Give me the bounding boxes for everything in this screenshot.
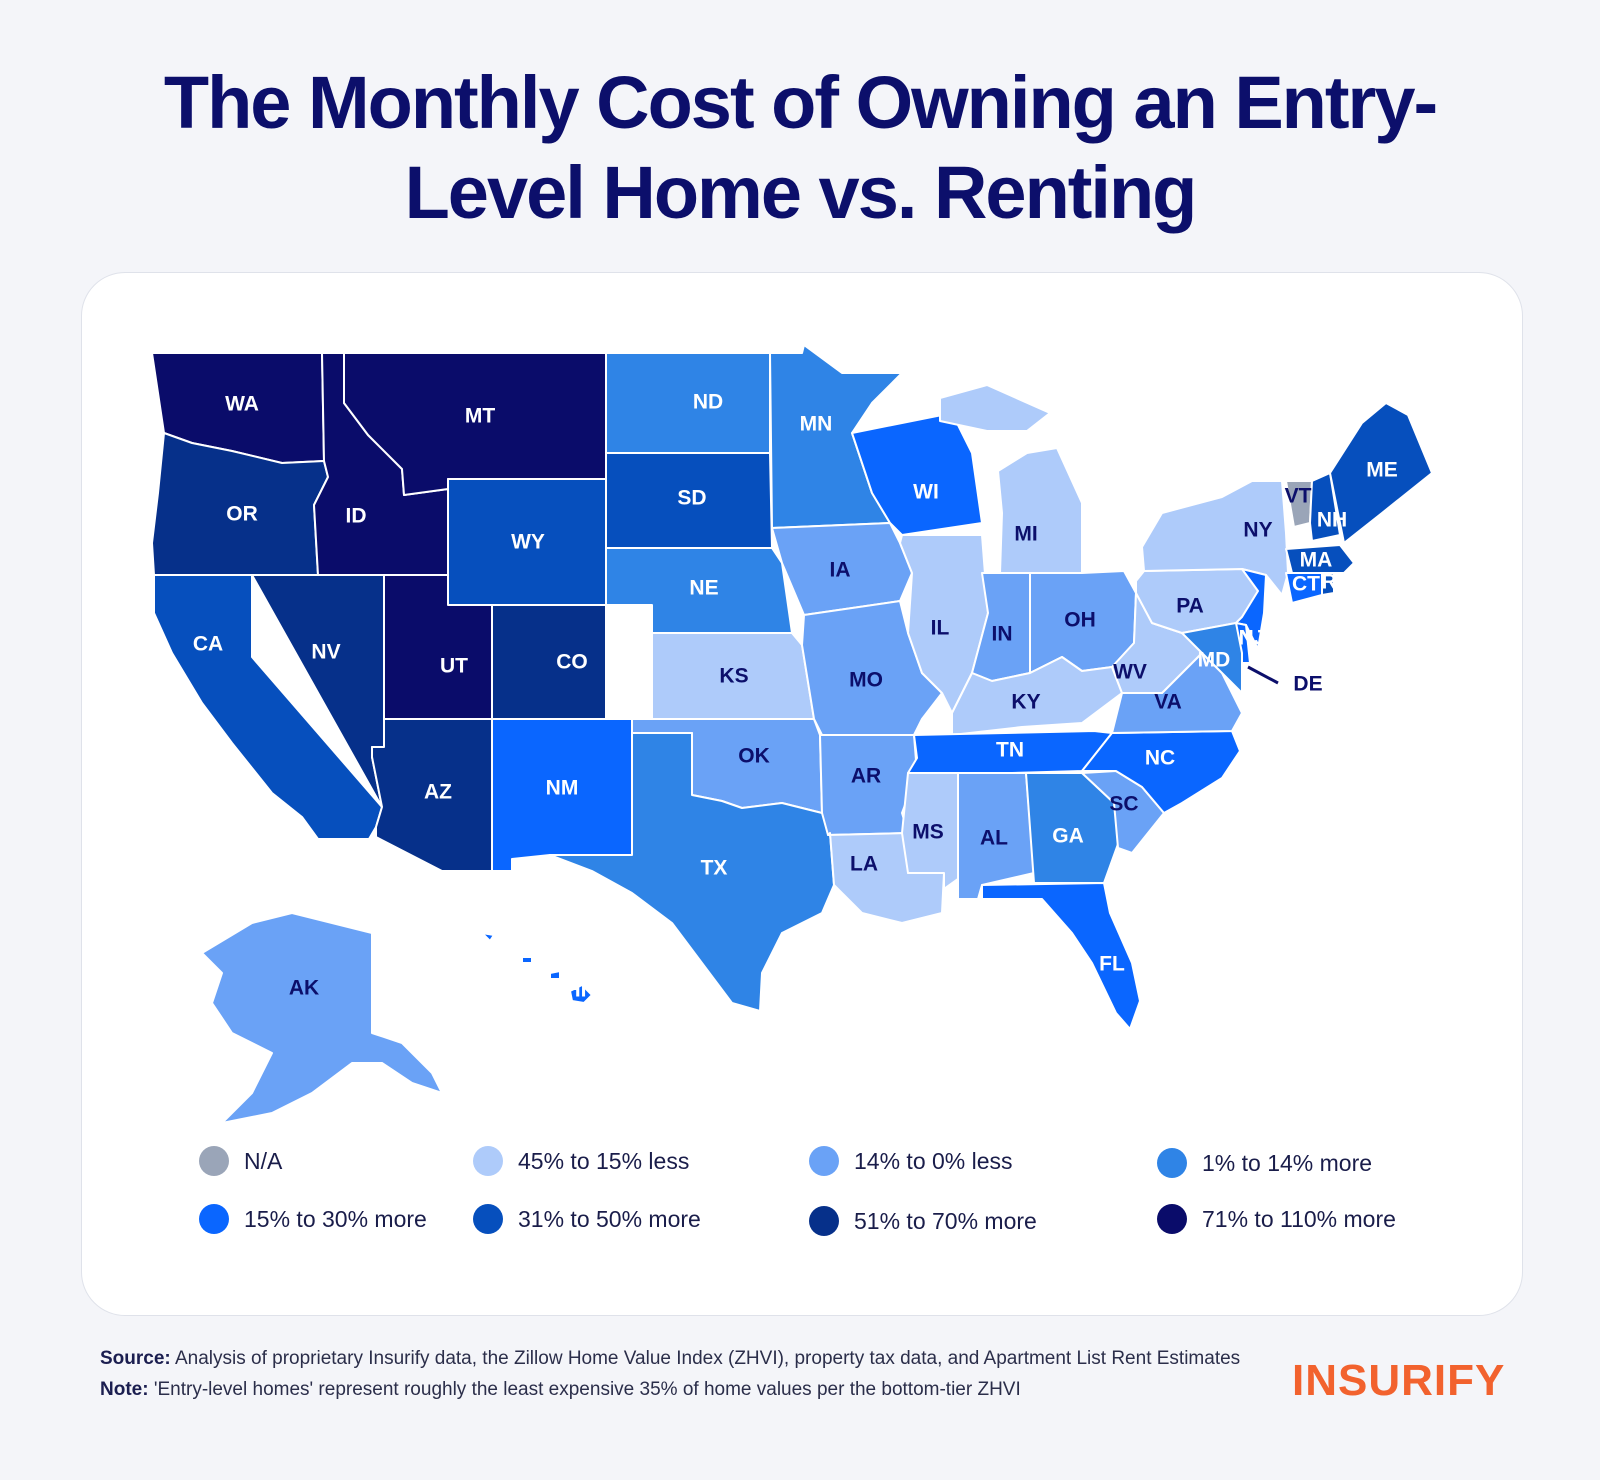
legend-swatch	[473, 1204, 503, 1234]
state-label-az: AZ	[424, 781, 452, 804]
state-label-wa: WA	[225, 393, 259, 416]
state-label-me: ME	[1366, 459, 1398, 482]
state-label-nv: NV	[311, 641, 340, 664]
footer: Source: Analysis of proprietary Insurify…	[100, 1343, 1250, 1405]
state-ca	[153, 574, 383, 840]
state-label-hi: HI	[566, 979, 587, 1002]
state-co	[491, 604, 607, 720]
state-ma	[1285, 544, 1355, 574]
state-label-la: LA	[850, 853, 878, 876]
state-wi	[851, 412, 983, 536]
state-md	[1181, 622, 1243, 694]
state-ak	[201, 912, 443, 1124]
state-label-nc: NC	[1145, 747, 1175, 770]
state-label-ma: MA	[1300, 549, 1333, 572]
legend-label: 51% to 70% more	[854, 1208, 1037, 1234]
state-label-ut: UT	[440, 655, 468, 678]
state-ky	[951, 656, 1123, 736]
state-label-ar: AR	[851, 765, 881, 788]
state-label-va: VA	[1154, 691, 1182, 714]
state-me	[1329, 402, 1433, 544]
legend-swatch	[1157, 1148, 1187, 1178]
state-label-tn: TN	[996, 739, 1024, 762]
state-shapes	[151, 344, 1433, 1124]
state-label-mi: MI	[1014, 523, 1037, 546]
note-label: Note:	[100, 1379, 149, 1400]
de-leader-line	[1247, 665, 1279, 685]
state-label-il: IL	[931, 617, 950, 640]
legend-swatch	[809, 1146, 839, 1176]
state-label-vt: VT	[1285, 485, 1312, 508]
state-fl	[981, 882, 1141, 1030]
state-label-wi: WI	[913, 481, 939, 504]
state-label-nd: ND	[693, 391, 723, 414]
state-mo	[801, 600, 943, 736]
state-label-nm: NM	[546, 777, 579, 800]
source-label: Source:	[100, 1348, 171, 1369]
state-label-oh: OH	[1064, 609, 1096, 632]
source-text: Analysis of proprietary Insurify data, t…	[174, 1348, 1241, 1369]
state-nc	[1081, 730, 1241, 814]
state-label-in: IN	[992, 623, 1013, 646]
legend-label: N/A	[244, 1148, 283, 1174]
legend-label: 31% to 50% more	[518, 1206, 701, 1232]
legend-label: 14% to 0% less	[854, 1148, 1013, 1174]
legend-swatch	[809, 1206, 839, 1236]
us-map: WA OR CA ID NV MT WY UT AZ CO NM ND SD NE KS OK TX MN IA MO…	[151, 344, 1433, 1236]
legend: N/A 45% to 15% less 14% to 0% less 1% to 14…	[199, 1146, 1396, 1236]
state-label-ky: KY	[1011, 691, 1040, 714]
state-label-ne: NE	[689, 577, 718, 600]
state-label-id: ID	[346, 505, 367, 528]
source-line: Source: Analysis of proprietary Insurify…	[100, 1343, 1250, 1374]
state-label-ga: GA	[1052, 825, 1084, 848]
state-label-ca: CA	[193, 633, 223, 656]
legend-swatch	[199, 1146, 229, 1176]
state-label-ri: RI	[1322, 571, 1343, 594]
state-hi	[481, 932, 593, 1004]
state-label-nh: NH	[1317, 509, 1347, 532]
state-label-ak: AK	[289, 977, 319, 1000]
state-label-ks: KS	[719, 665, 748, 688]
legend-label: 45% to 15% less	[518, 1148, 689, 1174]
state-label-al: AL	[980, 827, 1008, 850]
state-label-pa: PA	[1176, 595, 1204, 618]
state-label-mo: MO	[849, 669, 883, 692]
state-ct	[1285, 572, 1323, 604]
legend-swatch	[199, 1204, 229, 1234]
state-label-fl: FL	[1099, 953, 1125, 976]
state-label-wv: WV	[1113, 661, 1147, 684]
state-label-de: DE	[1293, 673, 1322, 696]
legend-label: 15% to 30% more	[244, 1206, 427, 1232]
state-label-mn: MN	[800, 413, 833, 436]
state-label-mt: MT	[465, 405, 495, 428]
legend-label: 71% to 110% more	[1202, 1206, 1396, 1232]
state-nd	[605, 352, 771, 454]
state-mi	[939, 384, 1083, 574]
state-label-nj: NJ	[1239, 627, 1266, 650]
legend-label: 1% to 14% more	[1202, 1150, 1372, 1176]
note-text: 'Entry-level homes' represent roughly th…	[153, 1379, 1021, 1400]
state-label-or: OR	[226, 503, 258, 526]
state-ia	[771, 522, 913, 616]
state-label-ct: CT	[1292, 573, 1320, 596]
state-label-tx: TX	[701, 857, 728, 880]
page-title: The Monthly Cost of Owning an Entry-Leve…	[163, 61, 1438, 234]
state-label-ia: IA	[830, 559, 851, 582]
map-card: WA OR CA ID NV MT WY UT AZ CO NM ND SD NE KS OK TX MN IA MO…	[81, 272, 1523, 1316]
state-label-sc: SC	[1109, 793, 1138, 816]
insurify-logo: INSURIFY	[1292, 1356, 1506, 1405]
legend-swatch	[1157, 1204, 1187, 1234]
state-label-ny: NY	[1243, 519, 1272, 542]
state-label-wy: WY	[511, 531, 545, 554]
state-label-ms: MS	[912, 821, 944, 844]
note-line: Note: 'Entry-level homes' represent roug…	[100, 1374, 1250, 1405]
state-label-md: MD	[1198, 649, 1231, 672]
legend-swatch	[473, 1146, 503, 1176]
state-label-co: CO	[556, 651, 588, 674]
state-labels: WA OR CA ID NV MT WY UT AZ CO NM ND SD NE KS OK TX MN IA MO…	[193, 391, 1398, 1002]
state-label-ok: OK	[738, 745, 770, 768]
state-label-sd: SD	[677, 487, 706, 510]
